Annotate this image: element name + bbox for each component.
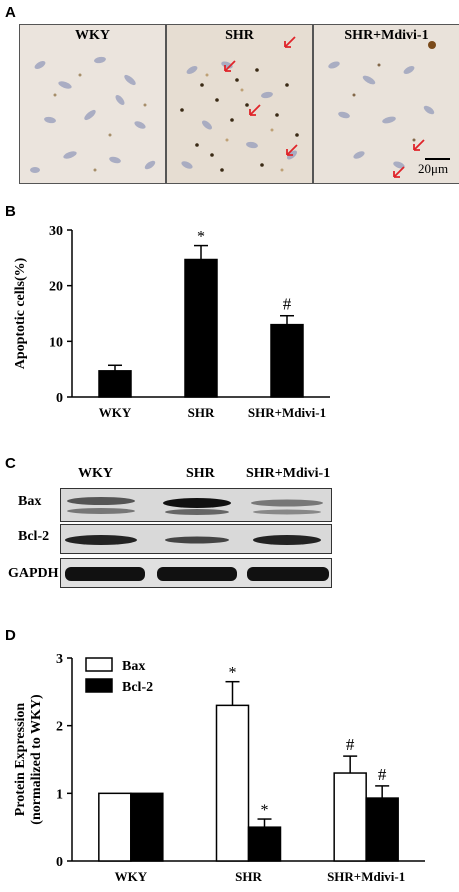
bar — [184, 258, 218, 398]
micrograph-label-shr: SHR — [225, 28, 254, 43]
y-tick-label: 20 — [49, 280, 63, 295]
panel-c-letter: C — [5, 455, 16, 472]
stain-deposit — [428, 41, 436, 49]
y-axis-label: (normalized to WKY) — [29, 694, 44, 825]
y-tick-label: 0 — [56, 391, 63, 406]
significance-marker: # — [346, 735, 355, 754]
significance-marker: * — [229, 665, 237, 682]
blot-row-bax: Bax — [18, 494, 42, 509]
blot-strip-gapdh — [60, 558, 332, 588]
blot-strip-bcl2 — [60, 524, 332, 554]
significance-marker: # — [283, 295, 292, 314]
bar — [270, 323, 304, 398]
blot-row-gapdh: GAPDH — [8, 566, 59, 581]
blot-row-bcl2: Bcl-2 — [18, 529, 50, 544]
x-tick-label: SHR — [235, 869, 262, 884]
x-tick-label: SHR — [188, 405, 215, 420]
panel-d-letter: D — [5, 627, 16, 644]
bar — [333, 772, 367, 862]
y-tick-label: 30 — [49, 224, 63, 239]
micrograph-shr-mdivi: SHR+Mdivi-1 20μm — [313, 24, 459, 184]
tissue-image-shr — [167, 25, 312, 183]
significance-marker: # — [378, 765, 387, 784]
panel-a-letter: A — [5, 4, 16, 21]
arrow-markers — [393, 139, 425, 178]
y-tick-label: 2 — [56, 720, 63, 735]
arrow-markers — [224, 36, 298, 156]
micrograph-shr: SHR — [166, 24, 313, 184]
significance-marker: * — [261, 802, 269, 819]
y-axis-label: Protein Expression — [13, 703, 28, 817]
micrograph-label-shr-mdivi: SHR+Mdivi-1 — [344, 28, 429, 43]
bar — [98, 792, 132, 862]
x-tick-label: WKY — [99, 405, 132, 420]
bar — [247, 826, 282, 862]
scale-bar — [425, 158, 450, 160]
y-tick-label: 1 — [56, 787, 63, 802]
legend-swatch-bcl-2 — [85, 678, 113, 693]
blot-column-shr-mdivi: SHR+Mdivi-1 — [246, 466, 331, 481]
bar — [215, 704, 250, 862]
x-tick-label: SHR+Mdivi-1 — [248, 405, 326, 420]
y-tick-label: 10 — [49, 335, 63, 350]
x-tick-label: SHR+Mdivi-1 — [327, 869, 405, 884]
legend-label-bax: Bax — [122, 659, 145, 674]
apoptosis-bar-chart: 0 10 20 30 Apoptotic cells(%) WKY SHR * SHR+Mdiv… — [13, 224, 330, 420]
scale-bar-label: 20μm — [418, 161, 449, 177]
panel-b-letter: B — [5, 203, 16, 220]
y-tick-label: 0 — [56, 855, 63, 870]
bar — [98, 370, 132, 398]
tissue-image-shr-mdivi — [314, 25, 459, 183]
significance-marker: * — [197, 229, 205, 246]
micrograph-wky: WKY — [19, 24, 166, 184]
y-axis-label: Apoptotic cells(%) — [13, 257, 28, 369]
protein-expression-bar-chart: 0 1 2 3 Protein Expression (normalized to WKY… — [13, 652, 425, 884]
blot-column-wky: WKY — [78, 466, 113, 481]
blot-strip-bax — [60, 488, 332, 522]
y-tick-label: 3 — [56, 652, 63, 667]
bar — [365, 797, 399, 862]
blot-column-shr: SHR — [186, 466, 215, 481]
x-tick-label: WKY — [115, 869, 148, 884]
tissue-image-wky — [20, 25, 165, 183]
micrograph-label-wky: WKY — [75, 28, 110, 43]
legend-swatch-bax — [85, 657, 113, 672]
legend-label-bcl-2: Bcl-2 — [122, 680, 153, 695]
bar — [130, 792, 164, 862]
